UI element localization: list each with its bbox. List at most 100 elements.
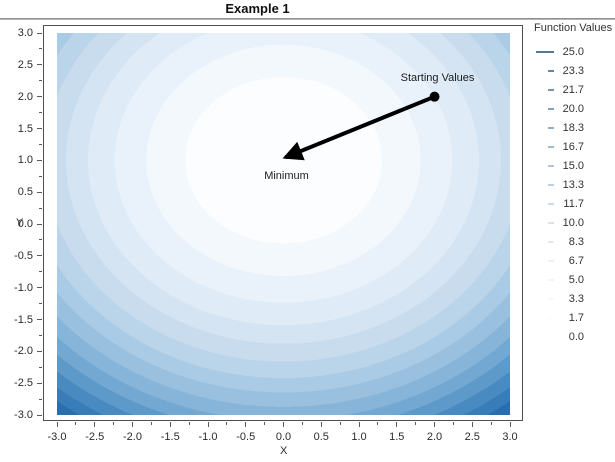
legend-swatch-box: [534, 50, 554, 53]
legend-item[interactable]: 8.3: [534, 232, 612, 251]
legend-swatch: [548, 202, 554, 205]
x-axis-tick: [358, 422, 360, 427]
x-axis-tick-label: 2.0: [426, 431, 443, 443]
x-axis-tick-label: 2.5: [464, 431, 480, 443]
legend-swatch-box: [534, 164, 554, 167]
y-axis-tick-label: 1.0: [17, 154, 33, 167]
x-axis-minor-tick: [377, 422, 379, 425]
legend-item-label: 13.3: [562, 178, 584, 191]
x-axis-minor-tick: [150, 422, 152, 425]
x-axis-tick-label: -2.5: [85, 431, 105, 443]
y-axis-tick: [37, 319, 42, 320]
legend-item-label: 0.0: [568, 330, 584, 343]
y-axis-tick-label: -2.5: [14, 377, 33, 390]
legend-swatch: [548, 164, 554, 167]
legend-item-label: 8.3: [568, 235, 584, 248]
legend-item[interactable]: 20.0: [534, 99, 612, 118]
legend-item[interactable]: 6.7: [534, 251, 612, 270]
y-axis-minor-tick: [39, 334, 42, 336]
legend-item[interactable]: 21.7: [534, 80, 612, 99]
legend-title: Function Values: [534, 22, 613, 34]
y-axis-tick: [37, 287, 42, 289]
x-axis-tick: [56, 422, 58, 427]
x-axis-title: X: [280, 445, 288, 457]
legend-item-label: 25.0: [562, 45, 584, 58]
y-axis-tick: [37, 191, 42, 193]
x-axis-tick: [509, 422, 511, 427]
legend-item[interactable]: 5.0: [534, 270, 612, 289]
y-axis-tick: [37, 159, 42, 161]
y-axis-tick: [37, 350, 42, 352]
legend-item[interactable]: 13.3: [534, 175, 612, 194]
legend-item-label: 11.7: [563, 197, 584, 210]
legend-swatch-box: [534, 107, 554, 110]
y-axis-tick-label: -1.0: [14, 281, 33, 294]
x-axis-minor-tick: [415, 422, 417, 425]
legend-item[interactable]: 25.0: [534, 42, 612, 61]
y-axis-minor-tick: [39, 271, 42, 273]
y-axis-minor-tick: [39, 239, 42, 241]
y-axis-minor-tick: [39, 80, 42, 82]
legend-swatch-box: [534, 145, 554, 148]
legend-swatch-box: [534, 221, 554, 224]
legend-swatch-box: [534, 259, 554, 262]
annotation-minimum: Minimum: [264, 170, 309, 183]
legend-swatch: [548, 297, 554, 300]
x-axis-tick-label: 0.5: [313, 431, 329, 443]
legend-item[interactable]: 11.7: [534, 194, 612, 213]
x-axis-tick: [471, 422, 473, 427]
legend-item[interactable]: 1.7: [534, 308, 612, 327]
title-divider: [0, 18, 615, 20]
y-axis-tick-label: 1.5: [17, 122, 33, 135]
legend-item[interactable]: 15.0: [534, 156, 612, 175]
x-axis-minor-tick: [301, 422, 303, 425]
legend-swatch: [548, 183, 554, 186]
legend-swatch: [548, 259, 554, 262]
legend-swatch-box: [534, 240, 554, 243]
y-axis-minor-tick: [39, 366, 42, 368]
legend-swatch-box: [534, 88, 554, 91]
x-axis-tick: [396, 422, 398, 427]
legend-swatch: [536, 50, 554, 53]
y-axis-tick-label: -1.5: [14, 313, 33, 326]
x-axis-tick: [132, 422, 133, 427]
legend-item-label: 1.7: [568, 311, 584, 324]
legend-item[interactable]: 10.0: [534, 213, 612, 232]
x-axis-minor-tick: [75, 422, 77, 425]
x-axis-tick: [320, 422, 322, 427]
x-axis-tick-label: 0.0: [275, 431, 292, 443]
legend-item[interactable]: 18.3: [534, 118, 612, 137]
x-axis-minor-tick: [264, 422, 266, 425]
legend-item[interactable]: 23.3: [534, 61, 612, 80]
legend-item-label: 3.3: [568, 292, 584, 305]
y-axis-minor-tick: [39, 143, 42, 145]
x-axis-tick-label: -1.5: [160, 431, 180, 443]
legend-item-label: 16.7: [562, 140, 584, 153]
legend-swatch: [548, 221, 554, 224]
legend-item-label: 23.3: [562, 64, 584, 77]
y-axis-tick: [37, 255, 42, 257]
y-axis-tick-label: -2.0: [14, 345, 33, 358]
x-axis-minor-tick: [339, 422, 341, 425]
contour-fill-surface: [57, 33, 510, 415]
legend-item[interactable]: 16.7: [534, 137, 612, 156]
y-axis-minor-tick: [39, 398, 42, 400]
legend-item-label: 15.0: [562, 159, 584, 172]
y-axis-tick: [37, 223, 42, 225]
x-axis-tick-label: 3.0: [502, 431, 518, 443]
legend-item[interactable]: 0.0: [534, 327, 612, 346]
y-axis-tick-label: -0.5: [14, 249, 33, 262]
legend-item[interactable]: 3.3: [534, 289, 612, 308]
y-axis-tick-label: -3.0: [14, 409, 33, 421]
y-axis-minor-tick: [39, 303, 42, 305]
legend-swatch: [548, 145, 554, 148]
x-axis-tick: [245, 422, 247, 427]
x-axis-tick: [207, 422, 209, 427]
x-axis-minor-tick: [188, 422, 190, 425]
x-axis-minor-tick: [490, 422, 492, 425]
legend-swatch: [548, 126, 554, 129]
legend-swatch-box: [534, 316, 554, 319]
y-axis-tick: [37, 64, 42, 66]
legend-item-label: 21.7: [562, 83, 584, 96]
legend-item-label: 18.3: [562, 121, 584, 134]
